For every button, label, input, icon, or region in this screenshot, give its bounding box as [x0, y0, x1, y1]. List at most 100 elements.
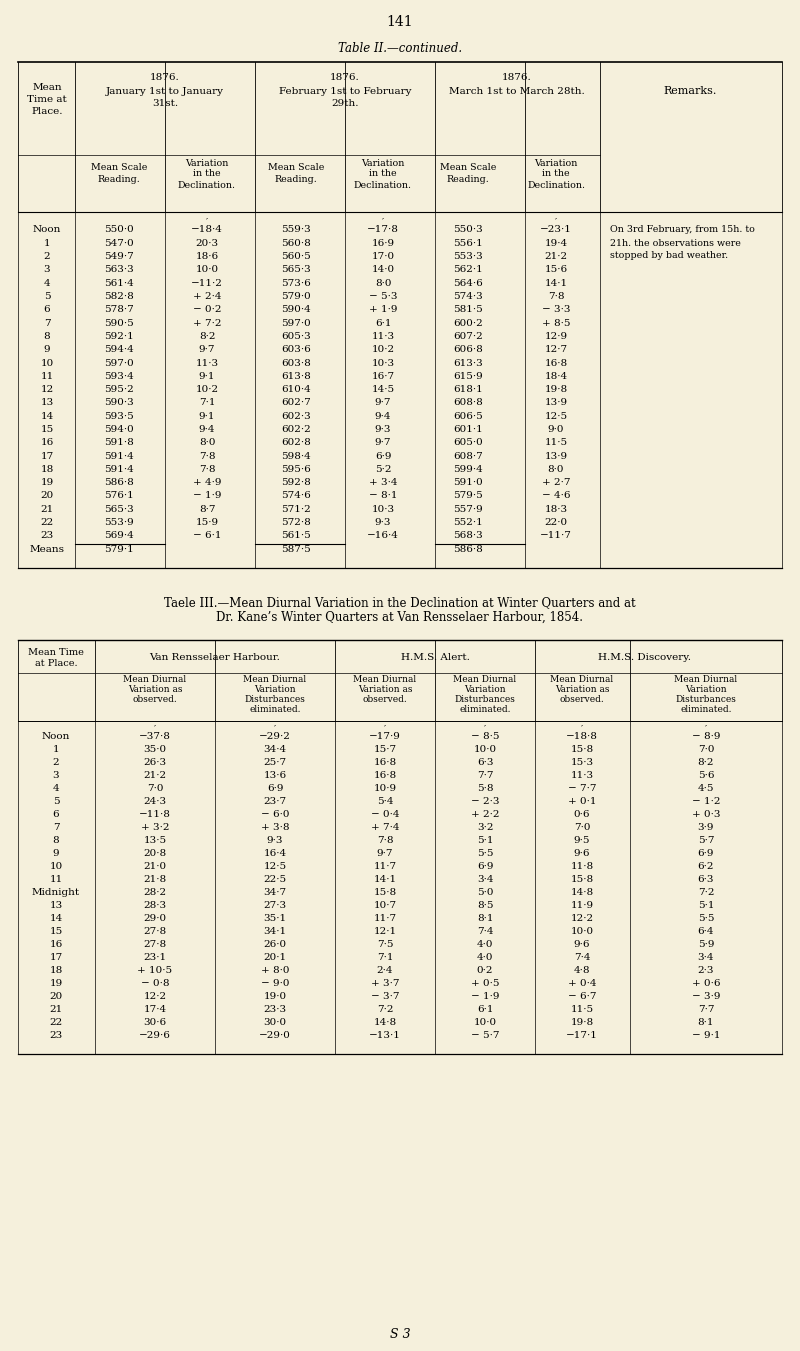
Text: 7·0: 7·0 — [146, 784, 163, 793]
Text: 586·8: 586·8 — [453, 544, 483, 554]
Text: 22·5: 22·5 — [263, 875, 286, 884]
Text: 576·1: 576·1 — [104, 492, 134, 500]
Text: 6·3: 6·3 — [477, 758, 494, 767]
Text: ′: ′ — [274, 724, 276, 734]
Text: − 3·9: − 3·9 — [692, 992, 720, 1001]
Text: 573·6: 573·6 — [281, 278, 311, 288]
Text: 31st.: 31st. — [152, 100, 178, 108]
Text: 27·8: 27·8 — [143, 940, 166, 948]
Text: 9: 9 — [53, 848, 59, 858]
Text: 15: 15 — [50, 927, 62, 936]
Text: 565·3: 565·3 — [104, 505, 134, 513]
Text: 10·3: 10·3 — [371, 505, 394, 513]
Text: 12·9: 12·9 — [545, 332, 567, 340]
Text: 563·3: 563·3 — [104, 265, 134, 274]
Text: 16·7: 16·7 — [371, 372, 394, 381]
Text: 9·4: 9·4 — [198, 426, 215, 434]
Text: 10·0: 10·0 — [474, 744, 497, 754]
Text: 2·3: 2·3 — [698, 966, 714, 975]
Text: 16: 16 — [50, 940, 62, 948]
Text: 2: 2 — [44, 253, 50, 261]
Text: 579·0: 579·0 — [281, 292, 311, 301]
Text: −18·4: −18·4 — [191, 226, 223, 235]
Text: 16·8: 16·8 — [374, 758, 397, 767]
Text: 605·0: 605·0 — [453, 438, 483, 447]
Text: 592·8: 592·8 — [281, 478, 311, 488]
Text: 3·9: 3·9 — [698, 823, 714, 832]
Text: 27·8: 27·8 — [143, 927, 166, 936]
Text: observed.: observed. — [560, 694, 604, 704]
Text: 23·3: 23·3 — [263, 1005, 286, 1015]
Text: S 3: S 3 — [390, 1328, 410, 1342]
Text: 572·8: 572·8 — [281, 517, 311, 527]
Text: 559·3: 559·3 — [281, 226, 311, 235]
Text: + 7·2: + 7·2 — [193, 319, 222, 327]
Text: − 0·2: − 0·2 — [193, 305, 222, 315]
Text: 7·1: 7·1 — [377, 952, 394, 962]
Text: 5: 5 — [53, 797, 59, 807]
Text: 4: 4 — [53, 784, 59, 793]
Text: eliminated.: eliminated. — [680, 705, 732, 713]
Text: + 0·4: + 0·4 — [568, 979, 596, 988]
Text: 587·5: 587·5 — [281, 544, 311, 554]
Text: − 5·7: − 5·7 — [470, 1031, 499, 1040]
Text: 7: 7 — [44, 319, 50, 327]
Text: 10·0: 10·0 — [570, 927, 594, 936]
Text: 11·9: 11·9 — [570, 901, 594, 911]
Text: 12·5: 12·5 — [263, 862, 286, 871]
Text: 597·0: 597·0 — [104, 358, 134, 367]
Text: Variation as: Variation as — [358, 685, 412, 694]
Text: 10·2: 10·2 — [371, 346, 394, 354]
Text: 19·0: 19·0 — [263, 992, 286, 1001]
Text: 547·0: 547·0 — [104, 239, 134, 247]
Text: 12: 12 — [40, 385, 54, 394]
Text: − 5·3: − 5·3 — [369, 292, 398, 301]
Text: 14·5: 14·5 — [371, 385, 394, 394]
Text: 5·2: 5·2 — [374, 465, 391, 474]
Text: eliminated.: eliminated. — [459, 705, 510, 713]
Text: 29th.: 29th. — [331, 100, 358, 108]
Text: 561·5: 561·5 — [281, 531, 311, 540]
Text: + 1·9: + 1·9 — [369, 305, 398, 315]
Text: 7·7: 7·7 — [477, 771, 494, 780]
Text: 7·8: 7·8 — [548, 292, 564, 301]
Text: 10·3: 10·3 — [371, 358, 394, 367]
Text: 6: 6 — [44, 305, 50, 315]
Text: 8·1: 8·1 — [477, 915, 494, 923]
Text: 595·2: 595·2 — [104, 385, 134, 394]
Text: −16·4: −16·4 — [367, 531, 399, 540]
Text: Mean Scale: Mean Scale — [91, 163, 147, 173]
Text: 20·3: 20·3 — [195, 239, 218, 247]
Text: 10·7: 10·7 — [374, 901, 397, 911]
Text: 11·5: 11·5 — [545, 438, 567, 447]
Text: Declination.: Declination. — [354, 181, 412, 189]
Text: Place.: Place. — [31, 108, 62, 116]
Text: 22: 22 — [50, 1019, 62, 1027]
Text: 18·3: 18·3 — [545, 505, 567, 513]
Text: Mean: Mean — [32, 84, 62, 92]
Text: 16·4: 16·4 — [263, 848, 286, 858]
Text: 9·1: 9·1 — [198, 372, 215, 381]
Text: 16·8: 16·8 — [374, 771, 397, 780]
Text: Variation: Variation — [534, 158, 578, 168]
Text: Variation as: Variation as — [128, 685, 182, 694]
Text: + 4·9: + 4·9 — [193, 478, 222, 488]
Text: 591·4: 591·4 — [104, 465, 134, 474]
Text: Reading.: Reading. — [98, 174, 140, 184]
Text: 603·6: 603·6 — [281, 346, 311, 354]
Text: 618·1: 618·1 — [453, 385, 483, 394]
Text: 579·5: 579·5 — [453, 492, 483, 500]
Text: + 3·7: + 3·7 — [370, 979, 399, 988]
Text: 562·1: 562·1 — [453, 265, 483, 274]
Text: + 8·0: + 8·0 — [261, 966, 290, 975]
Text: 595·6: 595·6 — [281, 465, 311, 474]
Text: 560·8: 560·8 — [281, 239, 311, 247]
Text: 5·7: 5·7 — [698, 836, 714, 844]
Text: 594·4: 594·4 — [104, 346, 134, 354]
Text: 15·9: 15·9 — [195, 517, 218, 527]
Text: 1: 1 — [44, 239, 50, 247]
Text: 20: 20 — [50, 992, 62, 1001]
Text: − 4·6: − 4·6 — [542, 492, 570, 500]
Text: 23: 23 — [50, 1031, 62, 1040]
Text: −23·1: −23·1 — [540, 226, 572, 235]
